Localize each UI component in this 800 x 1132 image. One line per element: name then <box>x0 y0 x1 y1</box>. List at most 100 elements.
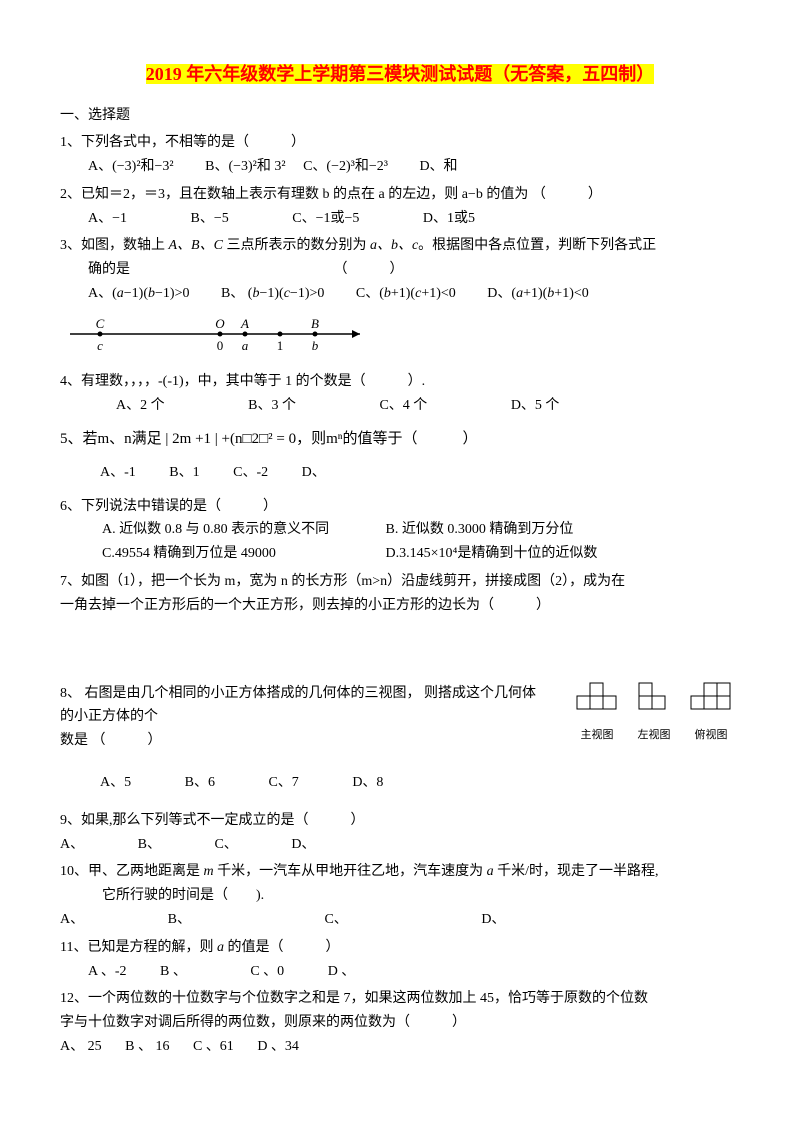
q12-optC: C 、61 <box>193 1039 234 1054</box>
q11-optB: B 、 <box>160 964 187 979</box>
q3-s5: 。根据图中各点位置，判断下列各式正 <box>418 238 656 253</box>
q10-optB: B、 <box>168 912 191 927</box>
q5-optA: A、-1 <box>100 461 136 485</box>
q12-line2: 字与十位数字对调后所得的两位数，则原来的两位数为（ ） <box>60 1011 740 1035</box>
q5-stem: 5、若m、n满足 | 2m +1 | +(n□2□² = 0，则mⁿ的值等于（ … <box>60 427 740 453</box>
question-11: 11、已知是方程的解，则 a 的值是（ ） A 、-2 B 、 C 、0 D 、 <box>60 936 740 984</box>
q9-optA: A、 <box>60 837 84 852</box>
svg-text:B: B <box>311 316 319 331</box>
three-views: 主视图 左视图 俯视图 <box>568 682 740 745</box>
page-title: 2019 年六年级数学上学期第三模块测试试题（无答案，五四制） <box>60 60 740 89</box>
figure-gap <box>60 622 740 682</box>
q3-s1: 3、如图，数轴上 <box>60 238 169 253</box>
q1-optB: B、(−3)²和 3² <box>205 159 285 174</box>
q9-optB: B、 <box>138 837 161 852</box>
front-view-label: 主视图 <box>576 726 618 745</box>
q6-optC: C.49554 精确到万位是 49000 <box>102 542 382 566</box>
question-8: 8、 右图是由几个相同的小正方体搭成的几何体的三视图， 则搭成这个几何体的小正方… <box>60 682 740 795</box>
q12-optD: D 、34 <box>257 1039 299 1054</box>
q9-optC: C、 <box>214 837 237 852</box>
q11-s1: 11、已知是方程的解，则 <box>60 940 217 955</box>
q10-optD: D、 <box>481 912 505 927</box>
q3-s2: A、B、C <box>169 238 223 253</box>
svg-text:0: 0 <box>217 338 224 353</box>
q2-optD: D、1或5 <box>423 207 475 231</box>
q4-optA: A、2 个 <box>116 394 165 418</box>
q11-optC: C 、0 <box>250 964 284 979</box>
q1-optD: D、和 <box>419 159 457 174</box>
q3-optA: A、(a−1)(b−1)>0 <box>88 286 189 301</box>
q11-optA: A 、-2 <box>88 964 127 979</box>
number-line-diagram: C O A B c 0 a 1 b <box>60 314 740 362</box>
top-view-label: 俯视图 <box>690 726 732 745</box>
question-12: 12、一个两位数的十位数字与个位数字之和是 7，如果这两位数加上 45，恰巧等于… <box>60 987 740 1058</box>
q10-line1: 10、甲、乙两地距离是 m 千米，一汽车从甲地开往乙地，汽车速度为 a 千米/时… <box>60 860 740 884</box>
q8-optD: D、8 <box>352 771 383 795</box>
q12-line1: 12、一个两位数的十位数字与个位数字之和是 7，如果这两位数加上 45，恰巧等于… <box>60 987 740 1011</box>
question-1: 1、下列各式中，不相等的是（ ） A、(−3)²和−3² B、(−3)²和 3²… <box>60 131 740 179</box>
question-5: 5、若m、n满足 | 2m +1 | +(n□2□² = 0，则mⁿ的值等于（ … <box>60 427 740 484</box>
q5-optD: D、 <box>302 461 326 485</box>
question-2: 2、已知＝2，＝3，且在数轴上表示有理数 b 的点在 a 的左边，则 a−b 的… <box>60 183 740 231</box>
q6-stem: 6、下列说法中错误的是（ ） <box>60 495 740 519</box>
q8-optB: B、6 <box>185 771 215 795</box>
question-6: 6、下列说法中错误的是（ ） A. 近似数 0.8 与 0.80 表示的意义不同… <box>60 495 740 566</box>
q3-s6: 确的是 <box>88 262 130 277</box>
q3-optD: D、(a+1)(b+1)<0 <box>487 286 588 301</box>
q4-optD: D、5 个 <box>511 394 560 418</box>
q8-line2: 数是 （ ） <box>60 729 548 753</box>
svg-text:1: 1 <box>277 338 284 353</box>
q7-line1: 7、如图（1），把一个长为 m，宽为 n 的长方形（m>n）沿虚线剪开，拼接成图… <box>60 570 740 594</box>
q6-optD: D.3.145×10⁴是精确到十位的近似数 <box>386 546 598 561</box>
q2-optB: B、−5 <box>191 207 229 231</box>
q11-s2: a <box>217 940 224 955</box>
q10-l1e: 千米/时，现走了一半路程, <box>494 864 659 879</box>
q4-optB: B、3 个 <box>248 394 296 418</box>
q3-paren: （ ） <box>334 262 404 277</box>
question-4: 4、有理数，，，，-(-1)，中，其中等于 1 的个数是（ ）. A、2 个 B… <box>60 370 740 418</box>
q5-optC: C、-2 <box>233 461 268 485</box>
q12-optB: B 、 16 <box>125 1039 169 1054</box>
q8-optA: A、5 <box>100 771 131 795</box>
q2-optC: C、−1或−5 <box>292 207 359 231</box>
q10-optC: C、 <box>324 912 347 927</box>
svg-text:a: a <box>242 338 249 353</box>
q9-optD: D、 <box>291 837 315 852</box>
q5-optB: B、1 <box>169 461 199 485</box>
question-9: 9、如果,那么下列等式不一定成立的是（ ） A、 B、 C、 D、 <box>60 809 740 857</box>
q1-stem: 1、下列各式中，不相等的是（ ） <box>60 131 740 155</box>
q4-optC: C、4 个 <box>379 394 427 418</box>
q2-stem: 2、已知＝2，＝3，且在数轴上表示有理数 b 的点在 a 的左边，则 a−b 的… <box>60 183 740 207</box>
q2-optA: A、−1 <box>88 207 127 231</box>
title-year: 2019 <box>146 64 182 84</box>
q10-l1d: a <box>487 864 494 879</box>
q11-optD: D 、 <box>328 964 356 979</box>
q3-s3: 三点所表示的数分别为 <box>223 238 370 253</box>
q3-line2: 确的是 （ ） <box>60 258 740 282</box>
q3-stem: 3、如图，数轴上 A、B、C 三点所表示的数分别为 a、b、c。根据图中各点位置… <box>60 234 740 258</box>
q12-optA: A、 25 <box>60 1039 102 1054</box>
q11-s3: 的值是（ ） <box>224 940 340 955</box>
section-header: 一、选择题 <box>60 105 740 127</box>
left-view: 左视图 <box>638 682 671 745</box>
q10-line2: 它所行驶的时间是（ ). <box>60 884 740 908</box>
q10-l1b: m <box>204 864 214 879</box>
title-rest: 年六年级数学上学期第三模块测试试题（无答案，五四制） <box>182 64 655 84</box>
svg-text:C: C <box>96 316 105 331</box>
q4-stem: 4、有理数，，，，-(-1)，中，其中等于 1 的个数是（ ）. <box>60 370 740 394</box>
q3-optB: B、 (b−1)(c−1)>0 <box>221 286 324 301</box>
q10-l1c: 千米，一汽车从甲地开往乙地，汽车速度为 <box>214 864 487 879</box>
left-view-label: 左视图 <box>638 726 671 745</box>
question-7: 7、如图（1），把一个长为 m，宽为 n 的长方形（m>n）沿虚线剪开，拼接成图… <box>60 570 740 618</box>
svg-text:O: O <box>215 316 225 331</box>
q1-optA: A、(−3)²和−3² <box>88 159 174 174</box>
question-3: 3、如图，数轴上 A、B、C 三点所表示的数分别为 a、b、c。根据图中各点位置… <box>60 234 740 361</box>
question-10: 10、甲、乙两地距离是 m 千米，一汽车从甲地开往乙地，汽车速度为 a 千米/时… <box>60 860 740 931</box>
q3-options: A、(a−1)(b−1)>0 B、 (b−1)(c−1)>0 C、(b+1)(c… <box>60 282 740 306</box>
q8-optC: C、7 <box>268 771 298 795</box>
q3-s4: a、b、c <box>370 238 418 253</box>
svg-text:A: A <box>240 316 249 331</box>
q10-l1a: 10、甲、乙两地距离是 <box>60 864 204 879</box>
q6-optA: A. 近似数 0.8 与 0.80 表示的意义不同 <box>102 518 382 542</box>
front-view: 主视图 <box>576 682 618 745</box>
